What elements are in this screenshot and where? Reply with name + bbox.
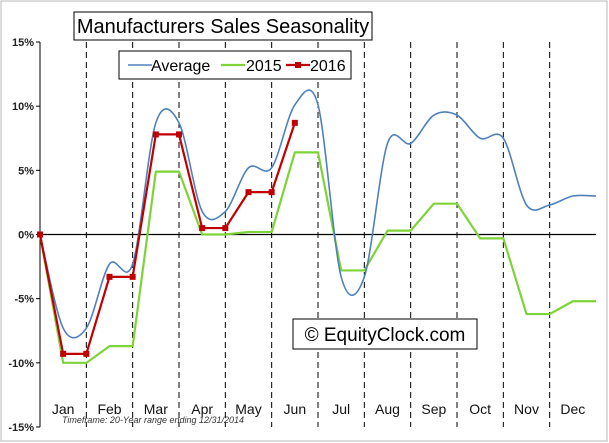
y-tick-label-5: 10% bbox=[12, 101, 34, 113]
series-line-2015 bbox=[38, 151, 596, 364]
y-tick-label-6: 15% bbox=[12, 37, 34, 49]
x-tick-label-oct: Oct bbox=[469, 401, 491, 417]
x-tick-label-jan: Jan bbox=[52, 401, 75, 417]
x-tick-label-jun: Jun bbox=[284, 401, 307, 417]
footnote: Timeframe: 20-Year range ending 12/31/20… bbox=[62, 415, 244, 425]
series-point-2016-10 bbox=[268, 189, 275, 196]
x-tick-label-mar: Mar bbox=[144, 401, 168, 417]
y-tick-label-4: 5% bbox=[18, 165, 34, 177]
series-point-2016-4 bbox=[129, 273, 136, 280]
series-point-2016-2 bbox=[83, 350, 90, 357]
series-layer bbox=[37, 89, 597, 364]
series-line-2016 bbox=[38, 122, 296, 355]
x-tick-label-jul: Jul bbox=[332, 401, 350, 417]
y-tick-label-2: -5% bbox=[14, 294, 34, 306]
legend-label-average: Average bbox=[151, 58, 210, 75]
x-tick-label-nov: Nov bbox=[514, 401, 539, 417]
x-tick-label-dec: Dec bbox=[560, 401, 585, 417]
chart-title: Manufacturers Sales Seasonality bbox=[77, 16, 369, 38]
legend-label-2016: 2016 bbox=[310, 58, 346, 75]
legend-marker-2016 bbox=[295, 62, 301, 68]
series-point-2016-9 bbox=[245, 189, 252, 196]
legend-label-2015: 2015 bbox=[246, 58, 282, 75]
y-tick-label-1: -10% bbox=[8, 358, 34, 370]
y-tick-label-3: 0% bbox=[18, 230, 34, 242]
series-point-2016-0 bbox=[37, 231, 43, 238]
legend: Average 2015 2016 bbox=[118, 50, 352, 80]
series-point-2016-6 bbox=[176, 131, 182, 138]
tick-layer: -15% -10% -5% 0% 5% 10% 15% Jan Feb Mar Apr May Jun J… bbox=[8, 37, 585, 434]
series-point-2016-3 bbox=[106, 273, 113, 280]
series-point-2016-7 bbox=[199, 225, 206, 232]
watermark-text: © EquityClock.com bbox=[305, 325, 466, 346]
series-line-average bbox=[39, 89, 597, 339]
watermark-box: © EquityClock.com bbox=[292, 318, 478, 350]
series-point-2016-5 bbox=[152, 131, 159, 138]
series-point-2016-11 bbox=[291, 119, 298, 126]
chart-title-box: Manufacturers Sales Seasonality bbox=[73, 11, 373, 41]
series-point-2016-1 bbox=[60, 350, 67, 357]
x-tick-label-apr: Apr bbox=[191, 401, 213, 417]
y-tick-label-0: -15% bbox=[8, 422, 34, 434]
x-tick-label-sep: Sep bbox=[421, 401, 446, 417]
x-tick-label-feb: Feb bbox=[97, 401, 121, 417]
series-point-2016-8 bbox=[222, 225, 229, 232]
x-tick-label-may: May bbox=[235, 401, 261, 417]
x-tick-label-aug: Aug bbox=[375, 401, 400, 417]
